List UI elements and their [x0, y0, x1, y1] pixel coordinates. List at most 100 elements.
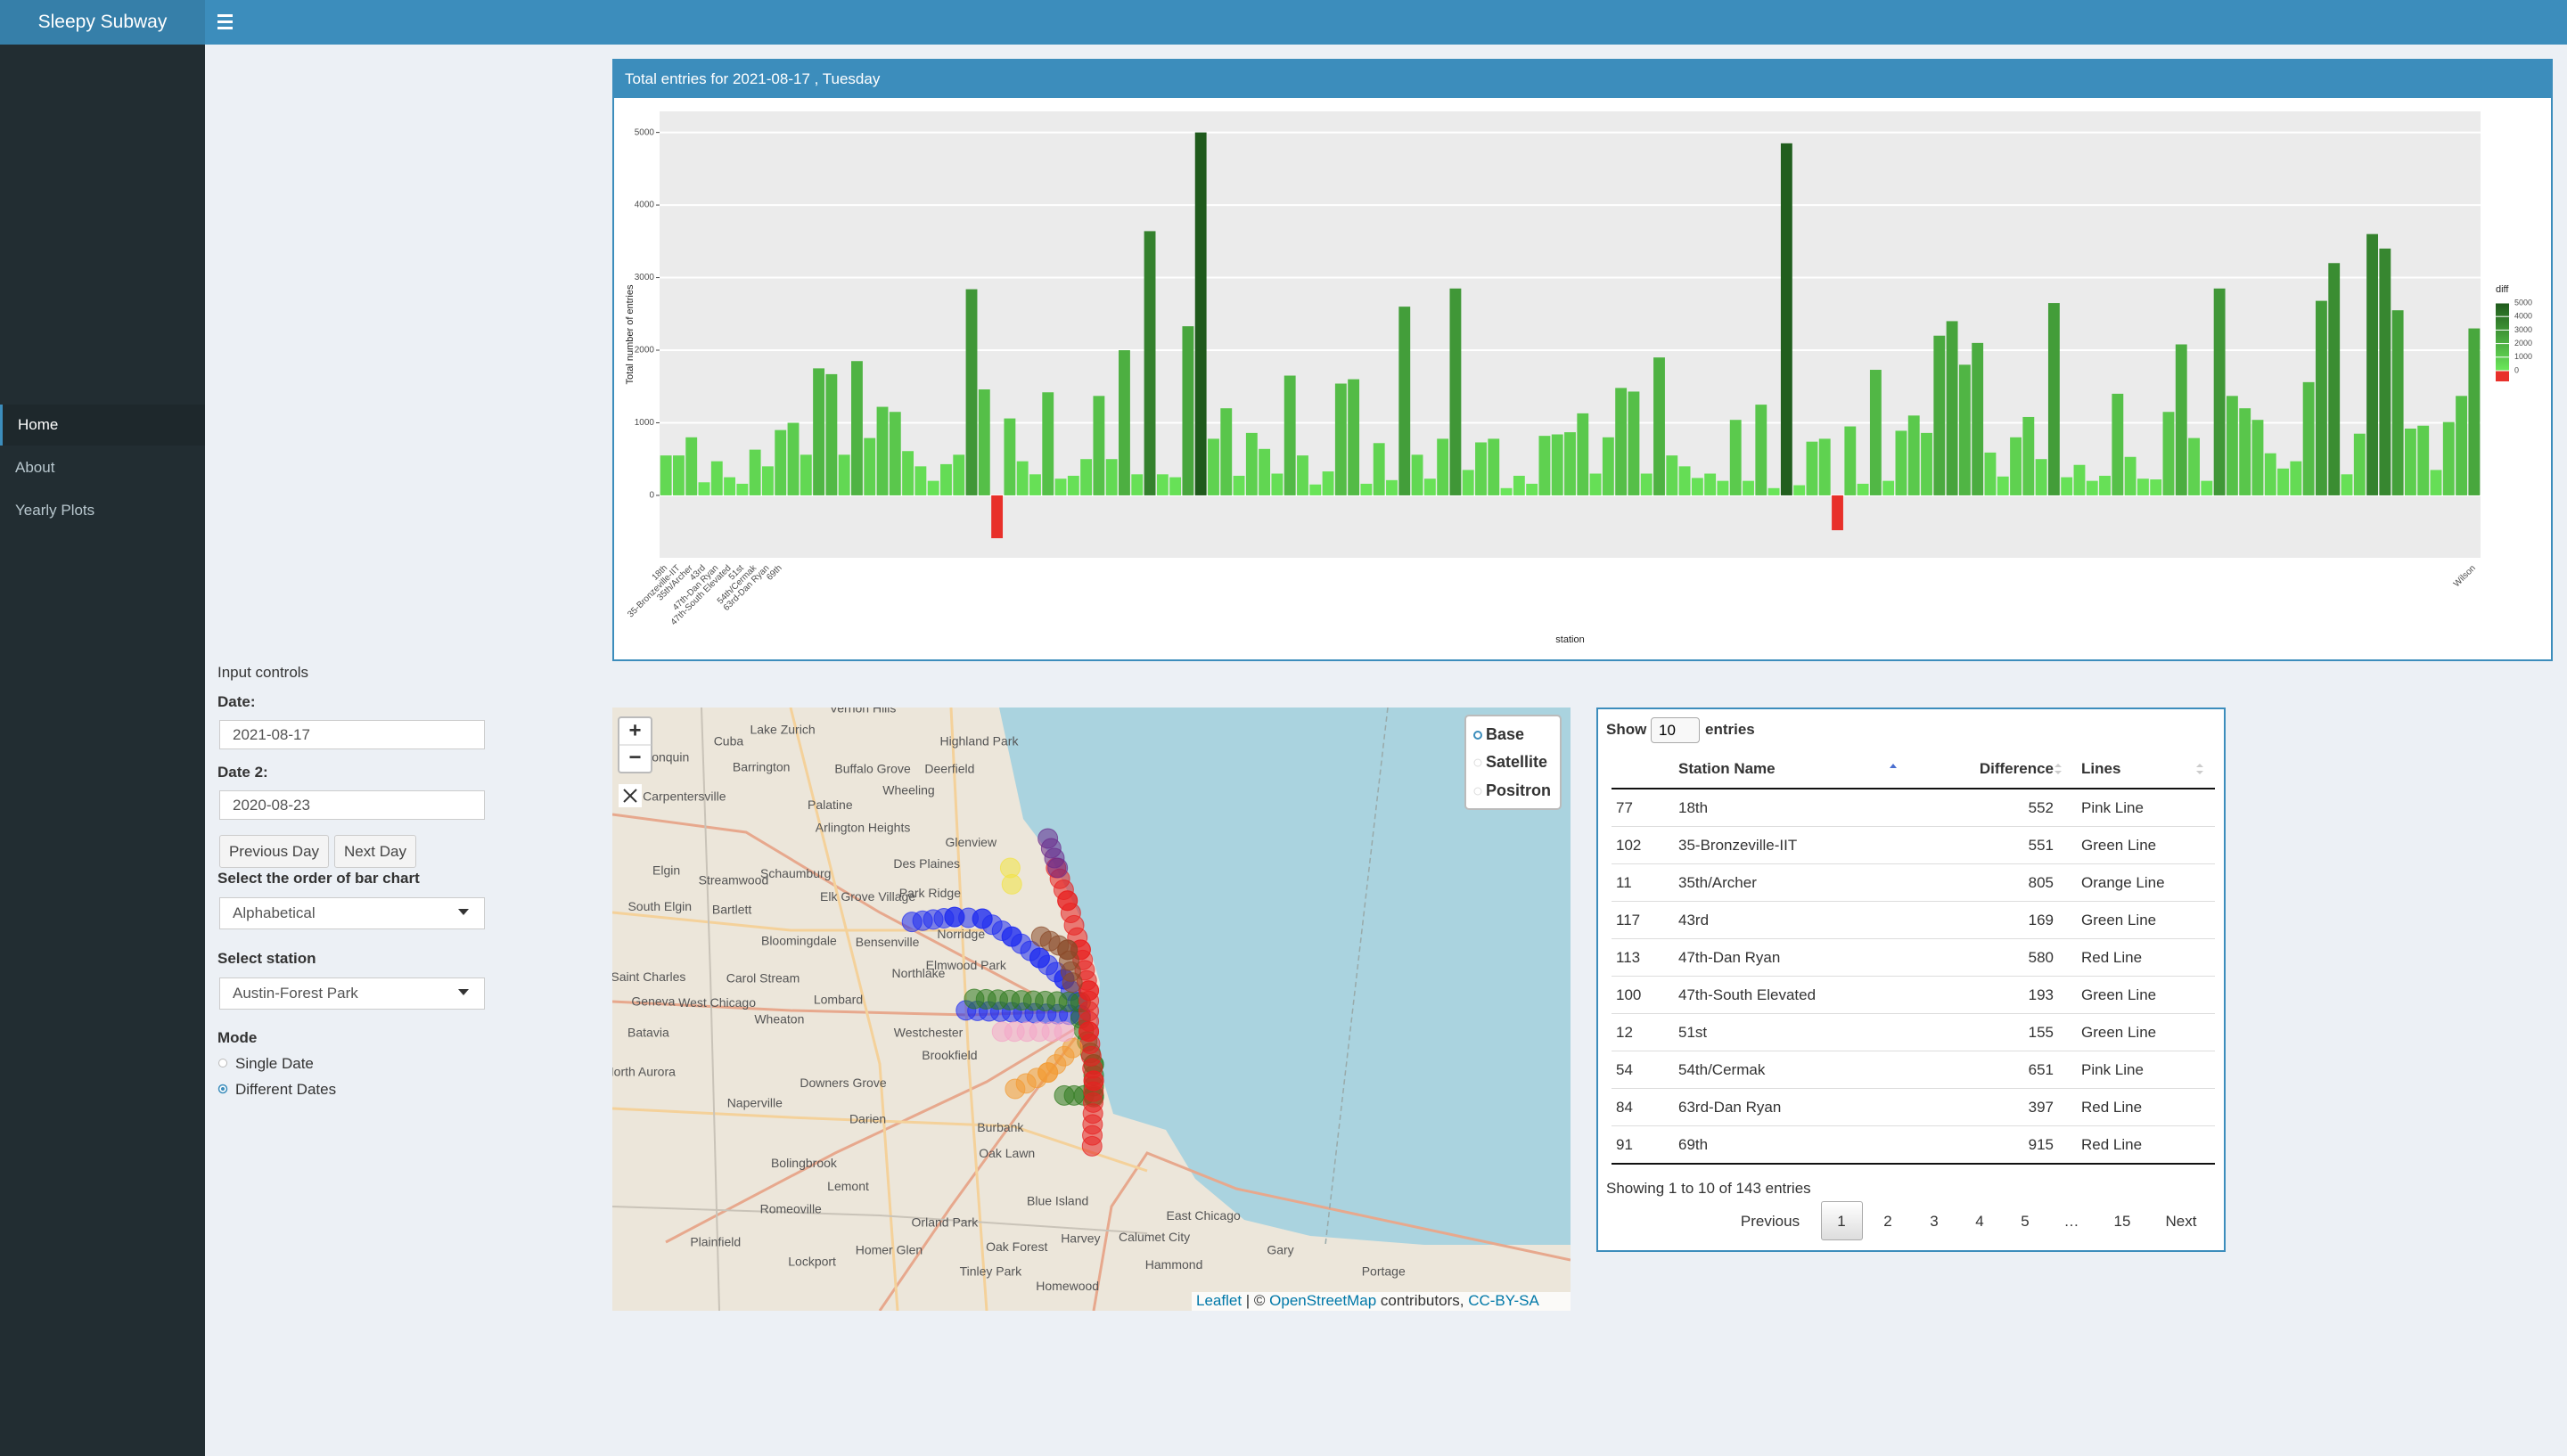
page-button[interactable]: 2: [1883, 1213, 1892, 1230]
zoom-out[interactable]: −: [628, 745, 641, 769]
bar: [749, 449, 761, 495]
station-marker[interactable]: [1062, 972, 1083, 994]
road: [949, 708, 988, 1311]
station-marker[interactable]: [1047, 857, 1069, 879]
column-header[interactable]: Difference: [1979, 760, 2054, 777]
bar: [2112, 393, 2124, 495]
difference: 580: [2028, 949, 2054, 966]
place-label: Homewood: [1036, 1279, 1099, 1293]
select-arrow-shape: [458, 909, 469, 915]
legend-tick-label: 5000: [2514, 298, 2532, 307]
bar: [2136, 479, 2149, 495]
bar: [1144, 231, 1156, 495]
bar: [1818, 438, 1831, 495]
bar: [1475, 442, 1487, 495]
zoom-in[interactable]: +: [628, 718, 641, 742]
length-select[interactable]: 10: [1651, 717, 1700, 743]
page-button[interactable]: Next: [2165, 1213, 2197, 1230]
menu-item[interactable]: Home: [0, 405, 205, 446]
bar: [1997, 476, 2009, 495]
legend-tick-label: 3000: [2514, 325, 2532, 334]
layer-option[interactable]: Base: [1486, 725, 1524, 743]
bar: [2099, 475, 2111, 495]
date-input[interactable]: 2021-08-17: [219, 720, 485, 749]
bar: [1373, 443, 1385, 495]
station-marker[interactable]: [1081, 1135, 1103, 1157]
place-label: Hammond: [1145, 1257, 1203, 1272]
station-marker[interactable]: [1062, 1037, 1083, 1059]
layer-radio[interactable]: [1473, 731, 1482, 740]
layer-radio[interactable]: [1473, 758, 1482, 767]
table-box: Show 10 entries Station Name Difference …: [1596, 708, 2226, 1252]
show-label: Show: [1606, 721, 1647, 738]
radio[interactable]: [217, 1084, 228, 1094]
bar: [2442, 421, 2455, 495]
difference: 651: [2028, 1061, 2054, 1078]
bar: [2391, 310, 2404, 495]
date2-input[interactable]: 2020-08-23: [219, 790, 485, 820]
row-rule: [1612, 1125, 2215, 1126]
menu-toggle[interactable]: [217, 12, 240, 33]
next-day-button[interactable]: Next Day: [334, 835, 416, 868]
map[interactable]: Vernon Hills Lake Zurich Highland Park Cuba…: [612, 708, 1571, 1311]
page-button[interactable]: 5: [2021, 1213, 2030, 1230]
place-label: Schaumburg: [760, 866, 831, 880]
bar: [2213, 288, 2226, 495]
station-marker[interactable]: [1054, 1021, 1075, 1043]
station-markers: [901, 828, 1104, 1157]
select-arrow-shape: [458, 989, 469, 995]
station-name: 47th-Dan Ryan: [1678, 949, 1781, 966]
chart-box-header: Total entries for 2021-08-17 , Tuesday: [614, 61, 2551, 98]
sort-arrow: [1890, 764, 1897, 768]
bar: [660, 455, 672, 495]
bar: [2328, 263, 2341, 495]
x-axis-title: station: [1555, 634, 1584, 645]
layer-option[interactable]: Positron: [1486, 781, 1551, 799]
current-page[interactable]: [1821, 1201, 1863, 1240]
station-marker[interactable]: [1001, 873, 1022, 895]
bar: [2353, 433, 2366, 495]
layer-radio[interactable]: [1473, 787, 1482, 796]
page-button[interactable]: 4: [1975, 1213, 1984, 1230]
column-header[interactable]: Station Name: [1678, 760, 1776, 777]
bar: [1729, 420, 1742, 495]
column-header[interactable]: Lines: [2081, 760, 2121, 777]
lake: [999, 708, 1571, 1245]
attribution-link[interactable]: OpenStreetMap: [1269, 1292, 1376, 1309]
legend-tick-label: 0: [2514, 365, 2519, 374]
station-select[interactable]: Austin-Forest Park: [219, 977, 485, 1010]
place-label: Bensenville: [856, 935, 920, 949]
mode-option[interactable]: Different Dates: [235, 1081, 337, 1098]
bar: [1182, 326, 1194, 495]
y-axis-title: Total number of entries: [625, 284, 636, 384]
page-button[interactable]: 1: [1837, 1213, 1846, 1230]
select-arrow: [458, 909, 469, 915]
bar: [2188, 438, 2200, 495]
attribution-link[interactable]: Leaflet: [1196, 1292, 1242, 1309]
place-label: Elmwood Park: [926, 958, 1007, 972]
mode-option[interactable]: Single Date: [235, 1055, 314, 1072]
place-label: Northlake: [892, 966, 946, 980]
table-info: Showing 1 to 10 of 143 entries: [1606, 1180, 1811, 1197]
road: [612, 1107, 1148, 1173]
previous-day-button[interactable]: Previous Day: [219, 835, 329, 868]
page-button[interactable]: Previous: [1740, 1213, 1800, 1230]
place-label: Romeoville: [760, 1202, 822, 1216]
order-select[interactable]: Alphabetical: [219, 897, 485, 929]
page-button[interactable]: 15: [2113, 1213, 2131, 1230]
place-label: Lake Zurich: [750, 722, 815, 736]
bar: [1869, 370, 1882, 495]
menu-item[interactable]: About: [15, 459, 55, 476]
page-button[interactable]: 3: [1930, 1213, 1939, 1230]
bar: [851, 361, 863, 495]
radio[interactable]: [217, 1058, 228, 1068]
station-name: 18th: [1678, 799, 1709, 816]
menu-item[interactable]: Yearly Plots: [15, 502, 95, 519]
bar: [1717, 480, 1729, 495]
road: [701, 708, 720, 1311]
bar: [1628, 391, 1640, 495]
row-index: 113: [1616, 949, 1641, 966]
layer-option[interactable]: Satellite: [1486, 753, 1547, 771]
attribution-link[interactable]: CC-BY-SA: [1468, 1292, 1539, 1309]
